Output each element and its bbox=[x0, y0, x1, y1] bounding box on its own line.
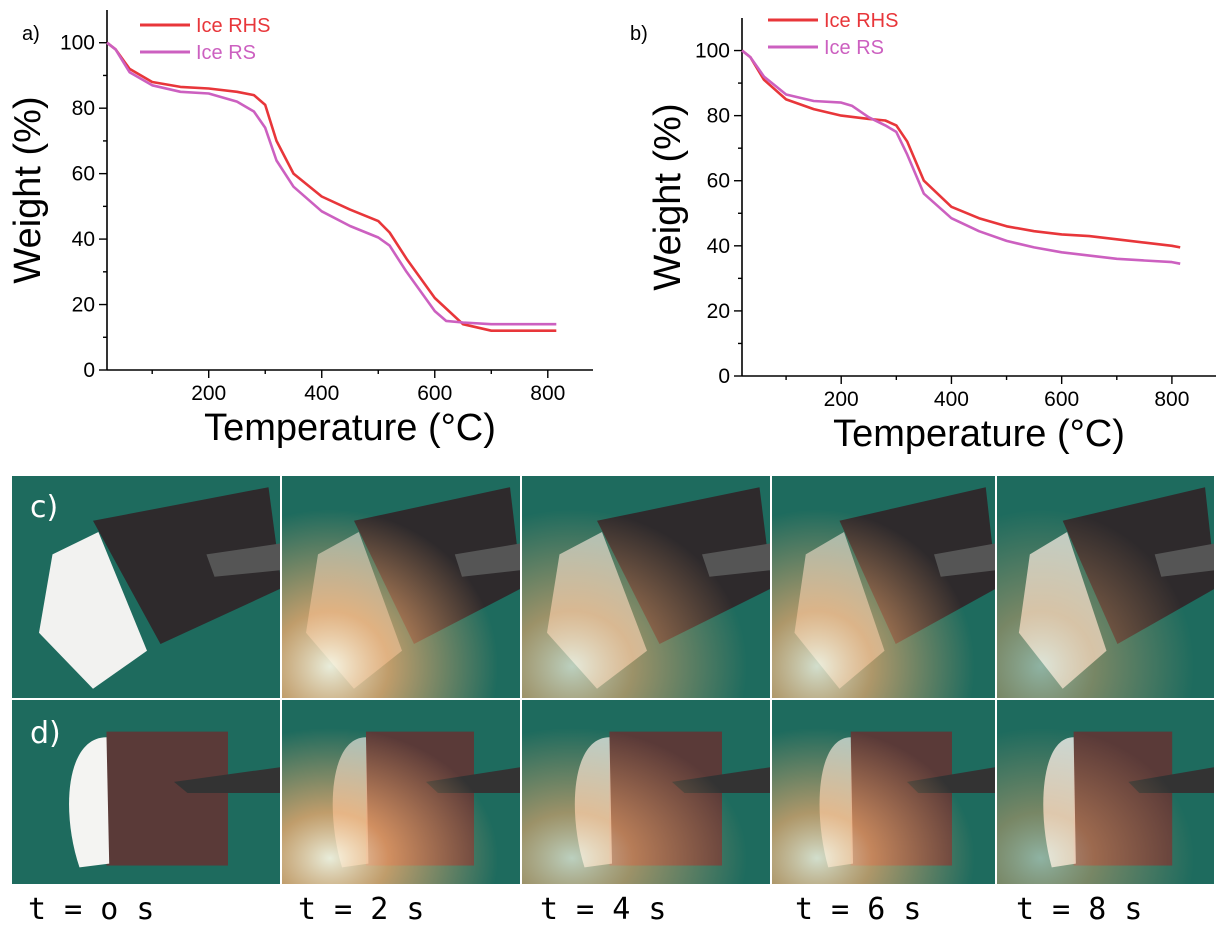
photo-d-0 bbox=[12, 700, 282, 886]
x-tick-label: 600 bbox=[1044, 388, 1079, 411]
series-line-ice-rs bbox=[106, 41, 557, 326]
x-tick-label: 200 bbox=[824, 388, 859, 411]
x-tick-label: 200 bbox=[191, 382, 226, 405]
y-tick-label: 80 bbox=[707, 105, 730, 128]
series-line-ice-rs bbox=[741, 49, 1181, 265]
tga-chart-b: 200 400 600 800 0 20 40 60 80 100 Temperature (°C)… bbox=[608, 0, 1216, 460]
panel-label: b) bbox=[630, 23, 648, 45]
y-axis-label: Weight (%) bbox=[647, 103, 689, 290]
y-tick-label: 100 bbox=[695, 40, 730, 63]
series-line-ice-rhs bbox=[741, 49, 1181, 249]
series-line-ice-rhs bbox=[106, 41, 557, 332]
time-label-4s: t = 4 s bbox=[540, 892, 667, 927]
photo-c-2 bbox=[522, 476, 772, 700]
photo-c-4 bbox=[997, 476, 1216, 700]
legend-label: Ice RHS bbox=[824, 10, 898, 32]
y-axis-label: Weight (%) bbox=[7, 96, 49, 283]
photo-d-1 bbox=[282, 700, 522, 886]
y-tick-label: 60 bbox=[707, 170, 730, 193]
legend-label: Ice RS bbox=[824, 37, 884, 59]
y-tick-label: 100 bbox=[60, 32, 95, 55]
y-tick-label: 20 bbox=[707, 300, 730, 323]
row-d-label: d) bbox=[30, 716, 61, 751]
panel-label: a) bbox=[22, 23, 40, 45]
y-tick-label: 60 bbox=[72, 163, 95, 186]
photo-c-0 bbox=[12, 476, 282, 700]
photo-c-1 bbox=[282, 476, 522, 700]
y-tick-label: 20 bbox=[72, 294, 95, 317]
photo-d-3 bbox=[772, 700, 997, 886]
photo-d-4 bbox=[997, 700, 1216, 886]
tga-chart-a: 200 400 600 800 0 20 40 60 80 100 Temperature (°C)… bbox=[0, 0, 608, 460]
legend-label: Ice RHS bbox=[196, 15, 270, 37]
time-label-8s: t = 8 s bbox=[1016, 892, 1143, 927]
tga-chart-b-svg: 200 400 600 800 0 20 40 60 80 100 Temperature (°C)… bbox=[630, 10, 1216, 455]
x-tick-label: 600 bbox=[417, 382, 452, 405]
row-c-label: c) bbox=[30, 490, 59, 525]
x-axis-label: Temperature (°C) bbox=[204, 407, 496, 449]
y-tick-label: 0 bbox=[718, 365, 730, 388]
x-tick-label: 800 bbox=[530, 382, 565, 405]
time-label-2s: t = 2 s bbox=[298, 892, 425, 927]
tga-chart-a-svg: 200 400 600 800 0 20 40 60 80 100 Temperature (°C)… bbox=[7, 10, 593, 449]
y-tick-label: 40 bbox=[707, 235, 730, 258]
time-label-6s: t = 6 s bbox=[795, 892, 922, 927]
y-tick-label: 0 bbox=[83, 359, 95, 382]
x-tick-label: 400 bbox=[304, 382, 339, 405]
x-tick-label: 800 bbox=[1154, 388, 1189, 411]
photo-d-2 bbox=[522, 700, 772, 886]
photo-c-3 bbox=[772, 476, 997, 700]
x-tick-label: 400 bbox=[934, 388, 969, 411]
flame-test-photos: c) d) bbox=[12, 476, 1216, 886]
time-label-0s: t = o s bbox=[28, 892, 155, 927]
legend-label: Ice RS bbox=[196, 42, 256, 64]
x-axis-label: Temperature (°C) bbox=[833, 413, 1125, 455]
y-tick-label: 40 bbox=[72, 228, 95, 251]
y-tick-label: 80 bbox=[72, 97, 95, 120]
